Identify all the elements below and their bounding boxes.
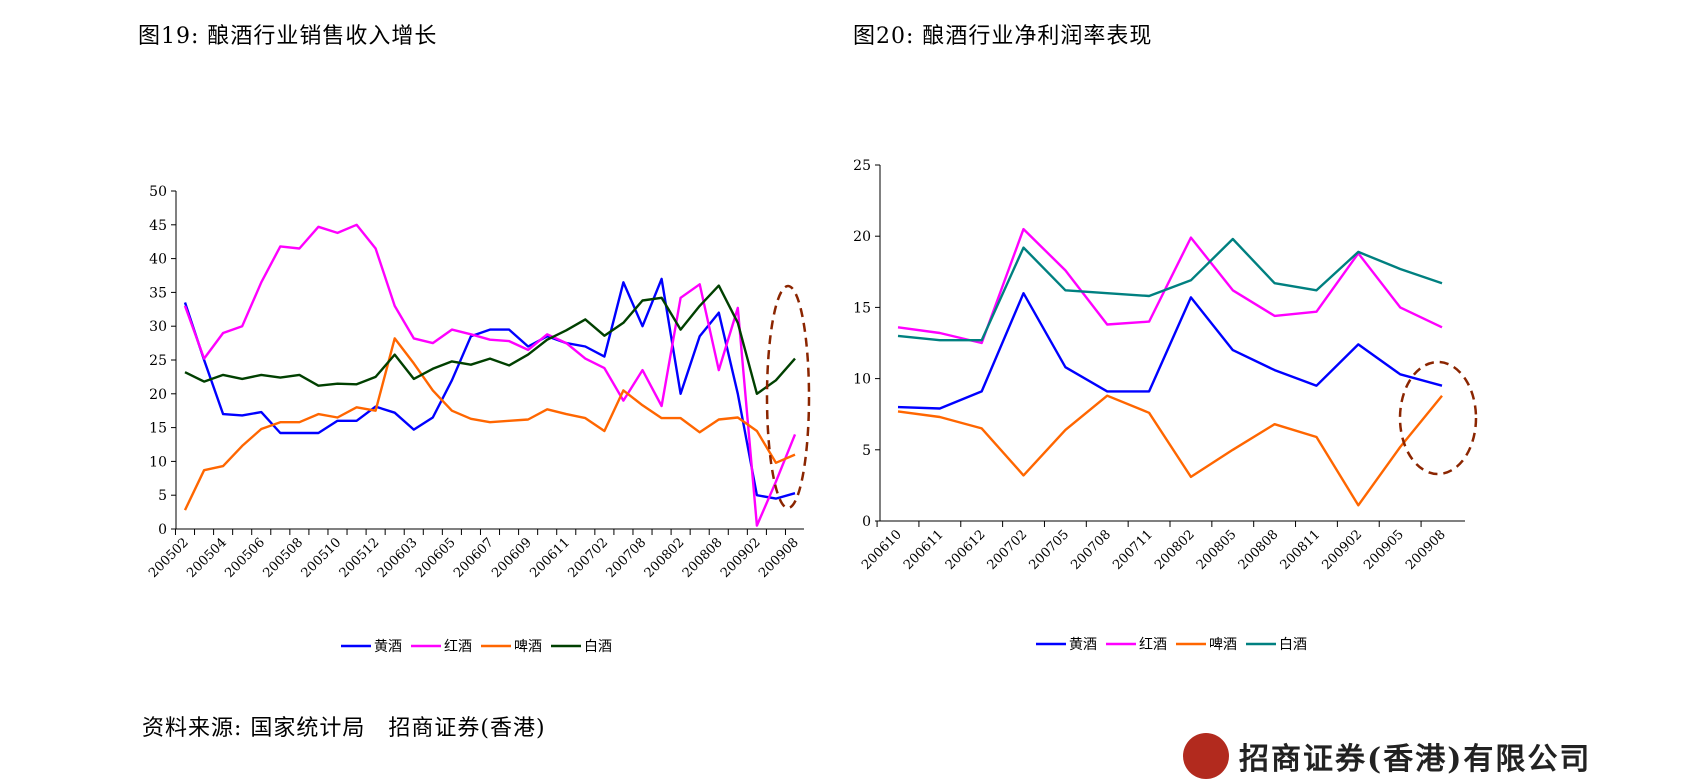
x-tick-label: 200708	[604, 535, 650, 581]
x-tick-label: 200611	[527, 535, 573, 581]
x-tick-label: 200612	[943, 527, 989, 573]
x-tick-label: 200908	[1403, 527, 1449, 573]
y-tick-label: 10	[149, 454, 167, 470]
x-tick-label: 200711	[1110, 527, 1156, 573]
x-tick-label: 200905	[1361, 527, 1407, 573]
x-tick-label: 200605	[413, 535, 459, 581]
x-tick-label: 200811	[1278, 527, 1324, 573]
x-tick-label: 200603	[375, 535, 421, 581]
x-tick-label: 200607	[451, 535, 497, 581]
x-tick-label: 200802	[642, 535, 688, 581]
legend-label-3: 啤酒	[1209, 637, 1237, 653]
legend-label-4: 白酒	[1279, 637, 1307, 653]
x-tick-label: 200506	[222, 535, 268, 581]
y-tick-label: 5	[158, 488, 167, 504]
x-tick-label: 200702	[565, 535, 611, 581]
legend-label-3: 啤酒	[514, 639, 542, 655]
series-line-4	[184, 284, 796, 395]
series-line-2	[183, 223, 797, 527]
x-tick-label: 200708	[1068, 527, 1114, 573]
x-tick-label: 200805	[1194, 527, 1240, 573]
x-tick-label: 200902	[718, 535, 764, 581]
y-tick-label: 10	[853, 372, 871, 388]
series-line-3	[183, 337, 796, 511]
company-logo: 招商证券(香港)有限公司	[1183, 733, 1592, 779]
x-tick-label: 200902	[1319, 527, 1365, 573]
logo-emblem-icon	[1183, 733, 1229, 779]
x-tick-label: 200908	[756, 535, 802, 581]
x-tick-label: 200808	[680, 535, 726, 581]
x-tick-label: 200609	[489, 535, 535, 581]
y-tick-label: 40	[149, 252, 167, 268]
chart-2: 0 5 10 15 20 25 200610200611200612200702200705…	[853, 158, 1465, 653]
charts-canvas: 0510152025303540455020050220050420050620…	[146, 158, 1478, 655]
source-note: 资料来源: 国家统计局 招商证券(香港)	[142, 716, 546, 741]
y-tick-label: 25	[149, 353, 167, 369]
x-tick-label: 200610	[859, 527, 905, 573]
x-tick-label: 200508	[260, 535, 306, 581]
x-tick-label: 200502	[146, 535, 192, 581]
x-tick-label: 200504	[184, 535, 230, 581]
x-tick-label: 200702	[985, 527, 1031, 573]
y-tick-label: 20	[149, 387, 167, 403]
y-tick-label: 15	[853, 300, 871, 316]
legend-label-1: 黄酒	[374, 638, 402, 655]
x-tick-label: 200611	[901, 527, 947, 573]
legend-label-4: 白酒	[584, 639, 612, 655]
y-tick-label: 35	[149, 285, 167, 301]
logo-text: 招商证券(香港)有限公司	[1239, 742, 1592, 777]
y-tick-label: 20	[853, 229, 871, 245]
figure-19-title: 图19: 酿酒行业销售收入增长	[138, 24, 438, 49]
chart-1: 0510152025303540455020050220050420050620…	[146, 184, 804, 655]
y-tick-label: 30	[149, 319, 167, 335]
series-line-3	[897, 394, 1443, 507]
x-tick-label: 200808	[1236, 527, 1282, 573]
figure-20-title: 图20: 酿酒行业净利润率表现	[853, 24, 1153, 49]
y-tick-label: 50	[149, 184, 167, 200]
y-tick-label: 25	[853, 158, 871, 174]
y-tick-label: 45	[149, 218, 167, 234]
y-tick-label: 15	[149, 421, 167, 437]
highlight-ellipse-left	[765, 284, 811, 510]
series-line-1	[897, 292, 1443, 410]
y-tick-label: 0	[862, 514, 871, 530]
series-line-4	[897, 237, 1443, 342]
highlight-ellipse-right	[1398, 360, 1478, 476]
x-tick-label: 200705	[1027, 527, 1073, 573]
series-line-2	[897, 227, 1443, 345]
y-tick-label: 5	[862, 443, 871, 459]
legend-label-2: 红酒	[1139, 637, 1167, 653]
legend-label-1: 黄酒	[1069, 636, 1097, 653]
legend-label-2: 红酒	[444, 639, 472, 655]
series-line-1	[183, 277, 796, 500]
y-tick-label: 0	[158, 522, 167, 538]
x-tick-label: 200802	[1152, 527, 1198, 573]
x-tick-label: 200512	[337, 535, 383, 581]
x-tick-label: 200510	[299, 535, 345, 581]
